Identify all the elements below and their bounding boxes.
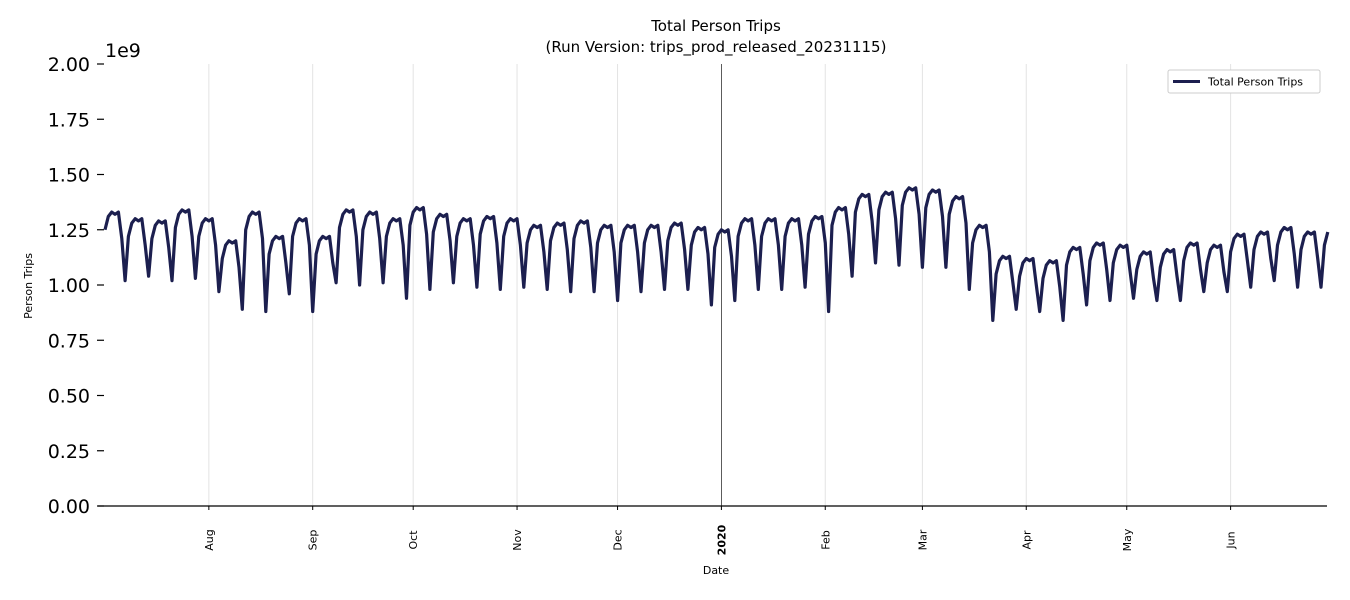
- y-offset-label: 1e9: [105, 40, 141, 62]
- y-tick-label: 1.75: [48, 109, 90, 131]
- x-axis: Aug Sep Oct Nov Dec 2020 Feb Mar Apr May Jun: [203, 506, 1238, 555]
- x-tick-label: May: [1121, 528, 1134, 551]
- x-tick-label: Dec: [612, 529, 625, 550]
- y-tick-label: 0.00: [48, 496, 90, 518]
- y-tick-label: 1.25: [48, 220, 90, 242]
- grid-lines: [208, 64, 1232, 506]
- legend: Total Person Trips: [1167, 69, 1321, 94]
- x-tick-label: Apr: [1020, 530, 1033, 550]
- x-tick-label: Mar: [916, 529, 929, 550]
- x-tick-label: Jun: [1225, 531, 1238, 549]
- x-tick-label: 2020: [715, 524, 728, 555]
- legend-label: Total Person Trips: [1207, 76, 1303, 89]
- y-axis-label: Person Trips: [22, 253, 35, 319]
- legend-box: [1167, 69, 1321, 94]
- x-axis-label: Date: [703, 564, 730, 577]
- x-tick-label: Feb: [819, 530, 832, 549]
- y-tick-label: 0.25: [48, 441, 90, 463]
- y-tick-label: 2.00: [48, 54, 90, 76]
- x-tick-label: Sep: [307, 530, 320, 551]
- x-tick-label: Nov: [511, 529, 524, 551]
- y-tick-label: 1.50: [48, 165, 90, 187]
- x-tick-label: Aug: [203, 529, 216, 550]
- y-tick-label: 0.75: [48, 330, 90, 352]
- chart-subtitle: (Run Version: trips_prod_released_202311…: [546, 38, 887, 57]
- y-tick-label: 0.50: [48, 386, 90, 408]
- x-tick-label: Oct: [407, 530, 420, 550]
- y-axis: 0.00 0.25 0.50 0.75 1.00 1.25 1.50 1.75 2.00: [48, 54, 104, 518]
- y-tick-label: 1.00: [48, 275, 90, 297]
- chart-title: Total Person Trips: [650, 17, 781, 35]
- series-line-total-person-trips: [103, 186, 1330, 322]
